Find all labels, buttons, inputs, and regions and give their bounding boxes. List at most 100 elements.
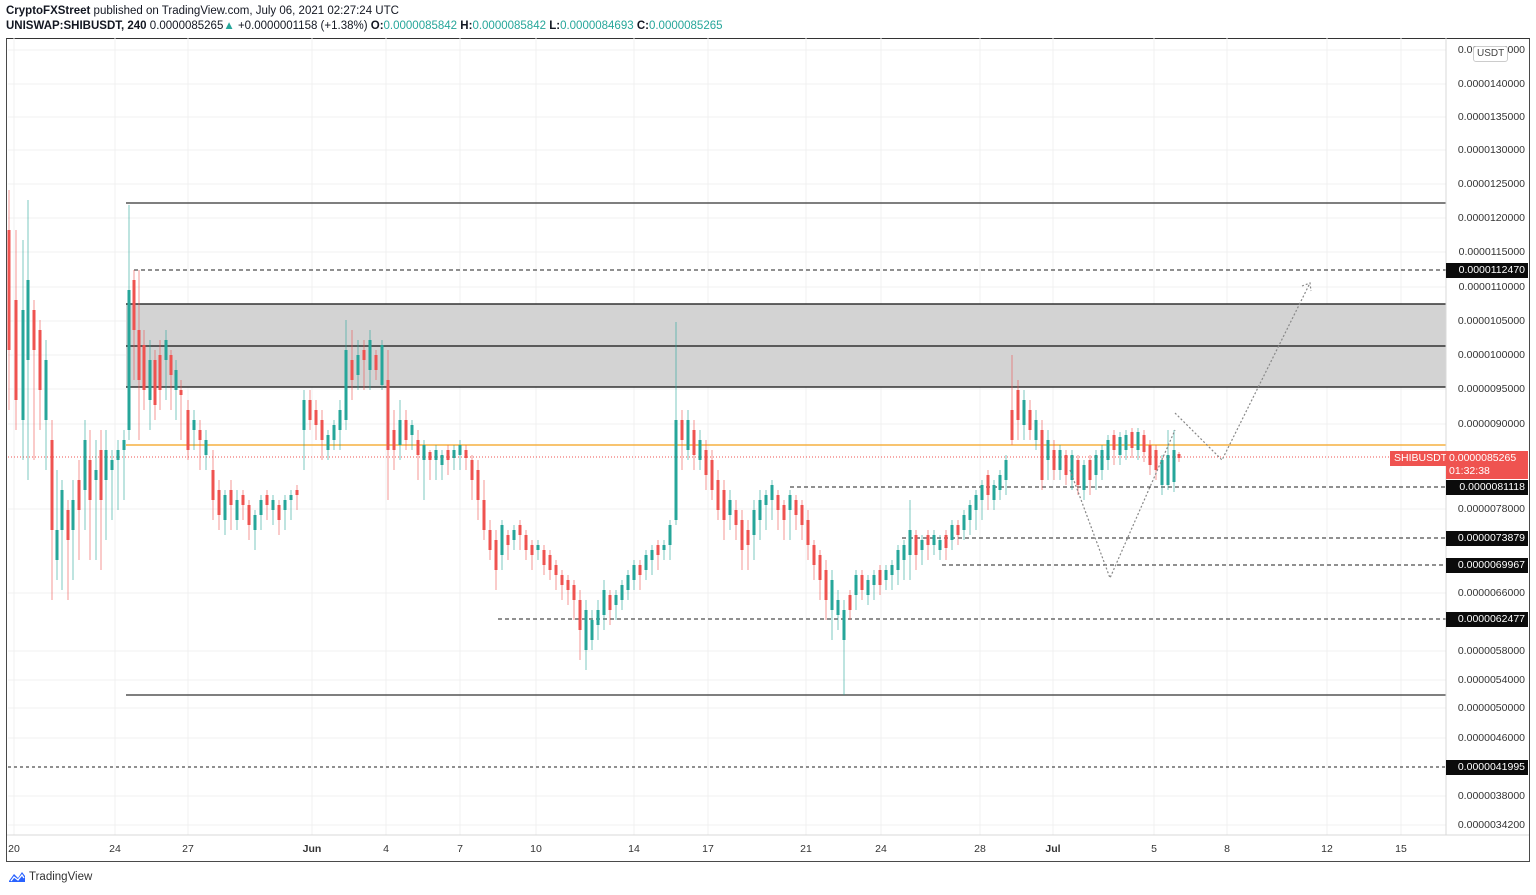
- level-price-label: 0.0000081118: [1446, 480, 1528, 495]
- time-tick-label: 24: [109, 843, 121, 855]
- price-tick-label: 0.0000038000: [1457, 790, 1525, 802]
- candle: [88, 460, 92, 500]
- price-tick-label: 0.0000105000: [1457, 315, 1525, 327]
- candle: [259, 500, 263, 515]
- candle: [362, 350, 366, 360]
- candle: [217, 490, 221, 515]
- level-price-label: 0.0000112470: [1446, 263, 1528, 278]
- candle: [872, 575, 876, 585]
- candle: [338, 410, 342, 430]
- publish-info: CryptoFXStreet published on TradingView.…: [6, 4, 399, 18]
- candle: [174, 370, 178, 390]
- candle: [1118, 437, 1122, 455]
- candle: [32, 310, 36, 350]
- time-tick-label: 24: [875, 843, 887, 855]
- open-label: O:: [370, 20, 384, 32]
- price-tick-label: 0.0000058000: [1457, 645, 1525, 657]
- candle: [446, 450, 450, 460]
- level-price-label: 0.0000069967: [1446, 558, 1528, 573]
- candle: [1016, 390, 1020, 420]
- candle: [1070, 455, 1074, 480]
- candle: [788, 495, 792, 510]
- candle: [302, 400, 306, 430]
- candle: [836, 600, 840, 615]
- candle: [1100, 450, 1104, 470]
- candle: [198, 430, 202, 440]
- candle: [38, 330, 42, 390]
- time-tick-label: 4: [383, 843, 389, 855]
- price-tick-label: 0.0000130000: [1457, 144, 1525, 156]
- tradingview-brand: TradingView: [29, 870, 93, 883]
- price-tick-label: 0.0000046000: [1457, 732, 1525, 744]
- current-price-value: 0.0000085265: [1449, 452, 1517, 464]
- candle: [578, 600, 582, 630]
- candle: [392, 430, 396, 450]
- time-tick-label: Jun: [302, 843, 322, 855]
- candle: [614, 595, 618, 605]
- level-price-label: 0.0000073879: [1446, 531, 1528, 546]
- candle: [44, 360, 48, 420]
- low-label: L:: [549, 20, 561, 32]
- candle: [518, 525, 522, 535]
- candle: [148, 360, 152, 400]
- candle: [602, 590, 606, 615]
- candle: [776, 495, 780, 510]
- candle: [110, 460, 114, 470]
- candle: [656, 545, 660, 555]
- candle: [584, 610, 588, 650]
- candle: [650, 550, 654, 560]
- candle: [132, 280, 136, 330]
- candle: [21, 310, 25, 420]
- candle: [83, 440, 87, 490]
- tradingview-logo[interactable]: TradingView: [8, 870, 92, 883]
- candle: [289, 495, 293, 500]
- candle: [1040, 430, 1044, 480]
- candle: [1028, 410, 1032, 430]
- candle: [866, 580, 870, 595]
- candle: [818, 555, 822, 580]
- currency-badge[interactable]: USDT: [1473, 46, 1509, 62]
- candle: [1046, 440, 1050, 460]
- candle: [824, 570, 828, 600]
- price-tick-label: 0.0000100000: [1457, 349, 1525, 361]
- candle: [1106, 440, 1110, 460]
- candle: [1004, 460, 1008, 480]
- candle: [728, 500, 732, 515]
- candle: [1136, 432, 1140, 450]
- price-tick-label: 0.0000090000: [1457, 418, 1525, 430]
- high-label: H:: [460, 20, 473, 32]
- time-tick-label: 5: [1151, 843, 1157, 855]
- price-tick-label: 0.0000140000: [1457, 78, 1525, 90]
- candle: [596, 610, 600, 625]
- level-price-label: 0.0000041995: [1446, 760, 1528, 775]
- candle: [192, 420, 196, 430]
- candle: [26, 280, 30, 360]
- candle: [716, 480, 720, 510]
- candle: [116, 450, 120, 460]
- price-tick-label: 0.0000110000: [1458, 281, 1525, 293]
- candle: [722, 490, 726, 520]
- tradingview-logo-icon: [9, 872, 25, 882]
- candle: [350, 360, 354, 380]
- candle: [295, 490, 299, 495]
- candle: [229, 490, 233, 505]
- price-tick-label: 0.0000050000: [1457, 702, 1525, 714]
- time-tick-label: 21: [800, 843, 812, 855]
- candle: [500, 525, 504, 555]
- candle: [50, 440, 54, 530]
- current-symbol-tag: SHIBUSDT: [1390, 451, 1452, 466]
- last-price: 0.0000085265: [149, 20, 224, 32]
- time-tick-label: 14: [628, 843, 640, 855]
- candle: [620, 585, 624, 600]
- candle: [800, 505, 804, 525]
- price-tick-label: 0.0000034200: [1457, 819, 1525, 831]
- candle: [464, 450, 468, 458]
- candle: [1172, 450, 1176, 482]
- chart-frame: [6, 38, 1530, 862]
- candle: [142, 345, 146, 390]
- candle: [428, 452, 432, 460]
- candle: [1010, 410, 1014, 440]
- symbol-name[interactable]: UNISWAP:SHIBUSDT, 240: [6, 20, 147, 32]
- current-price-tag: 0.0000085265 01:32:38: [1446, 451, 1528, 479]
